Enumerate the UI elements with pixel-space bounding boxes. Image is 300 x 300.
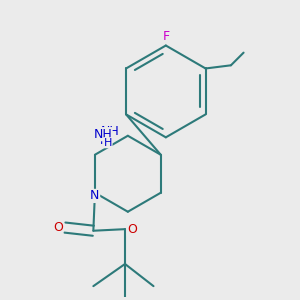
Text: NH: NH: [101, 124, 120, 137]
Text: O: O: [127, 223, 137, 236]
Text: N: N: [90, 189, 100, 203]
Text: F: F: [162, 29, 169, 43]
Text: O: O: [53, 221, 63, 234]
Text: H: H: [100, 136, 108, 146]
Text: NH: NH: [93, 128, 112, 141]
Text: H: H: [103, 138, 112, 148]
